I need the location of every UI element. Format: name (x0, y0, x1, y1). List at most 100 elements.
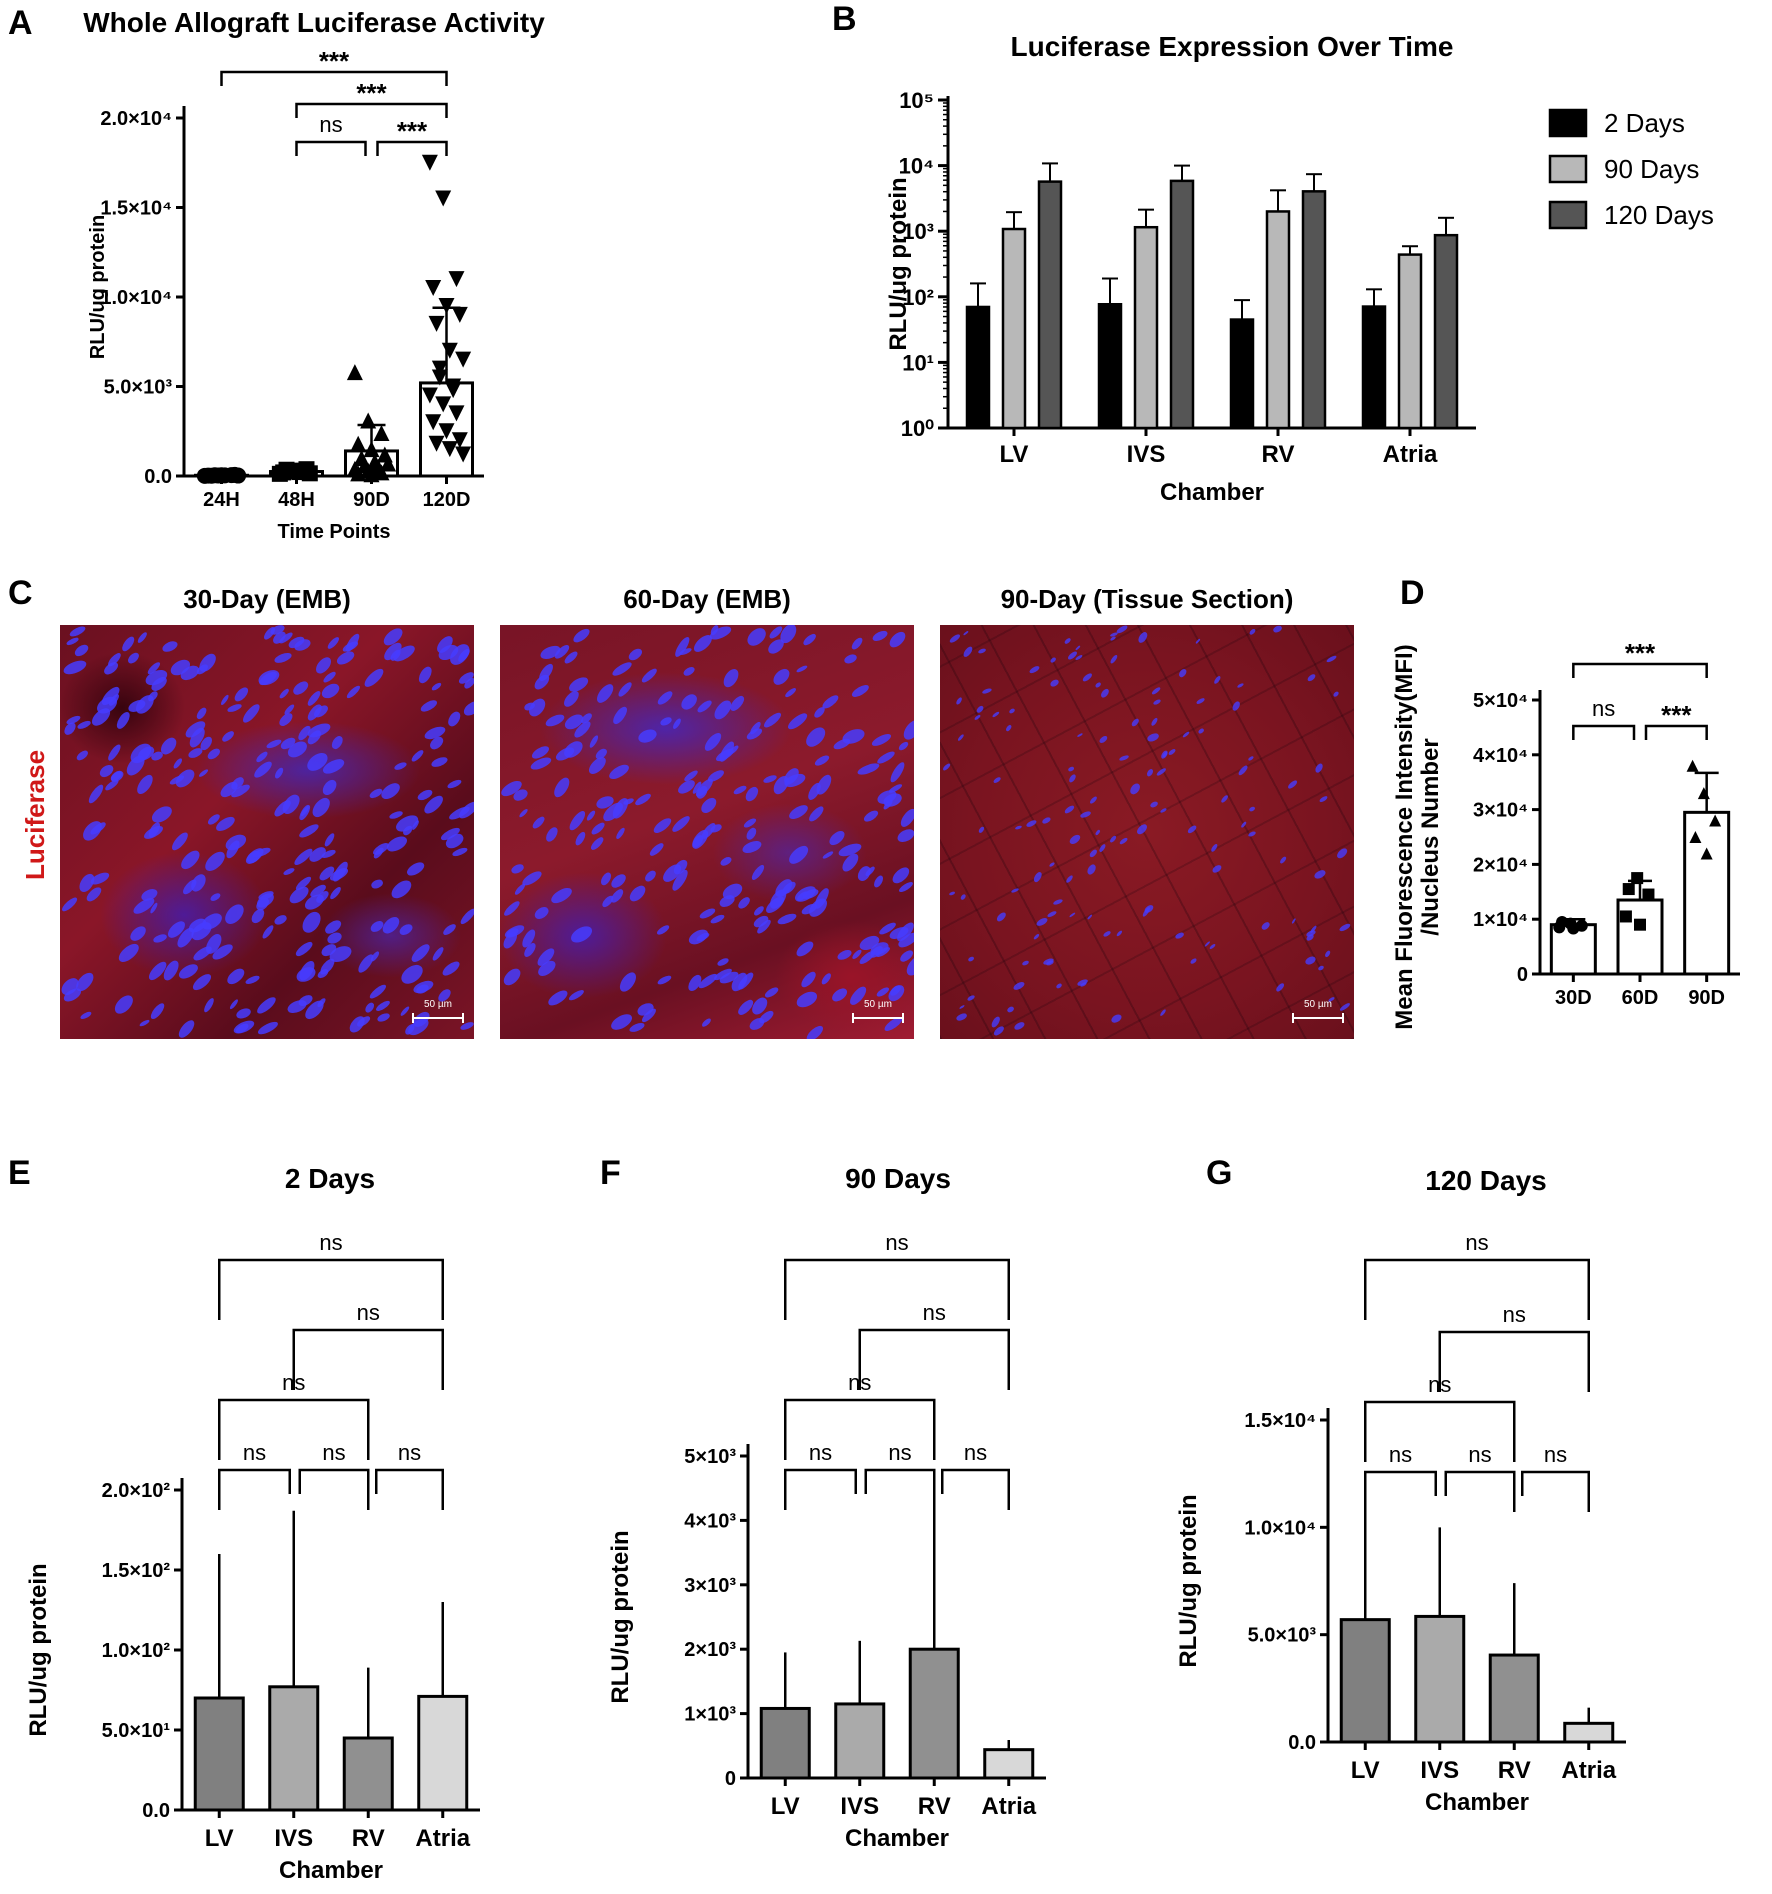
nucleus (79, 1010, 93, 1021)
nucleus (715, 956, 730, 968)
x-tick-label: 48H (278, 489, 315, 511)
nucleus (1236, 682, 1245, 689)
y-tick-label: 10⁴ (899, 154, 934, 179)
nucleus (410, 748, 425, 764)
nucleus (1142, 903, 1155, 915)
nucleus (696, 971, 720, 991)
data-point (360, 412, 377, 429)
data-point (373, 425, 390, 442)
bar-Atria (417, 1694, 469, 1812)
nucleus (461, 698, 474, 719)
nucleus (116, 940, 143, 966)
y-tick-label: 1.5×10⁴ (1244, 1410, 1316, 1432)
x-tick-label: 60D (1622, 987, 1659, 1009)
nucleus (220, 694, 231, 707)
nucleus (161, 639, 180, 655)
nucleus (368, 918, 385, 935)
nucleus (1119, 754, 1130, 762)
nucleus (785, 710, 809, 732)
nucleus (744, 826, 758, 842)
chart-g: 120 Days 0.0 5.0×10³ 1.0×10⁴ 1.5×10⁴ LV IVS RV A… (1175, 1165, 1626, 1816)
chart-title: Whole Allograft Luciferase Activity (83, 7, 545, 38)
legend-swatch (1548, 200, 1588, 230)
nucleus (718, 855, 733, 868)
data-point (428, 435, 445, 452)
nucleus (240, 701, 263, 725)
chart-b: Luciferase Expression Over Time 10⁰ 10¹ 10²… (885, 31, 1714, 506)
nucleus (1094, 681, 1102, 688)
nucleus (594, 681, 617, 706)
nucleus (633, 791, 652, 807)
nucleus (776, 911, 798, 927)
nucleus (1219, 794, 1229, 804)
y-tick-label: 1.0×10² (102, 1640, 171, 1662)
nucleus (384, 833, 410, 856)
bar-LV-2 Days (965, 305, 991, 430)
nucleus (532, 904, 551, 921)
nucleus (589, 834, 606, 852)
nucleus (1146, 731, 1160, 743)
significance-bracket (864, 1468, 936, 1510)
nucleus (720, 666, 742, 691)
data-point (1686, 759, 1699, 772)
data-point (1697, 787, 1710, 800)
nucleus (1109, 653, 1120, 665)
nucleus (1150, 717, 1159, 727)
nucleus (769, 666, 792, 689)
x-axis-label: Chamber (1160, 479, 1264, 506)
nucleus (589, 820, 607, 837)
nucleus (870, 732, 893, 749)
nucleus (1097, 843, 1107, 854)
nucleus (1081, 672, 1093, 683)
nucleus (636, 726, 660, 746)
nucleus (1088, 849, 1099, 859)
bar-Atria (983, 1748, 1035, 1780)
y-axis-label: RLU/ug protein (607, 1530, 634, 1703)
nucleus (1099, 686, 1112, 699)
nucleus (829, 985, 849, 1004)
x-tick-label: 120D (423, 489, 471, 511)
nucleus (614, 826, 626, 841)
nucleus (234, 1007, 252, 1021)
bar-LV (759, 1706, 811, 1780)
nucleus (886, 629, 909, 651)
nucleus (862, 808, 881, 824)
nucleus (1095, 829, 1102, 836)
y-axis-label: Mean Fluorescence Intensity(MFI) (1391, 644, 1418, 1029)
nucleus (194, 705, 208, 721)
y-tick-label: 2.0×10² (102, 1480, 171, 1502)
nucleus (1317, 965, 1326, 972)
nucleus (1119, 836, 1129, 846)
nucleus (1210, 843, 1219, 853)
nucleus (1067, 773, 1077, 785)
nucleus (821, 849, 834, 860)
significance-bracket (220, 70, 448, 86)
nucleus (530, 814, 547, 830)
nucleus (813, 752, 832, 768)
nucleus (1304, 955, 1318, 967)
nucleus (1068, 912, 1076, 919)
nucleus (643, 868, 659, 884)
data-point (346, 364, 363, 381)
data-point (428, 315, 445, 332)
x-tick-label: RV (1262, 441, 1295, 468)
nucleus (273, 650, 293, 665)
data-point (421, 154, 438, 171)
nucleus (1079, 809, 1092, 819)
significance-bracket (1364, 1258, 1590, 1320)
nucleus (1274, 982, 1285, 993)
nucleus (501, 899, 522, 919)
nucleus (205, 746, 222, 762)
bar-RV (1488, 1653, 1540, 1744)
nucleus (408, 941, 433, 965)
significance-label: ns (243, 1440, 266, 1465)
y-tick-label: 5.0×10³ (1248, 1625, 1317, 1647)
nucleus (717, 892, 737, 910)
data-point (1634, 918, 1646, 931)
nucleus (1260, 920, 1271, 931)
nucleus (544, 712, 567, 729)
nucleus (520, 868, 544, 888)
nucleus (60, 895, 79, 914)
significance-bracket (375, 1468, 444, 1510)
bar-LV (193, 1696, 245, 1812)
